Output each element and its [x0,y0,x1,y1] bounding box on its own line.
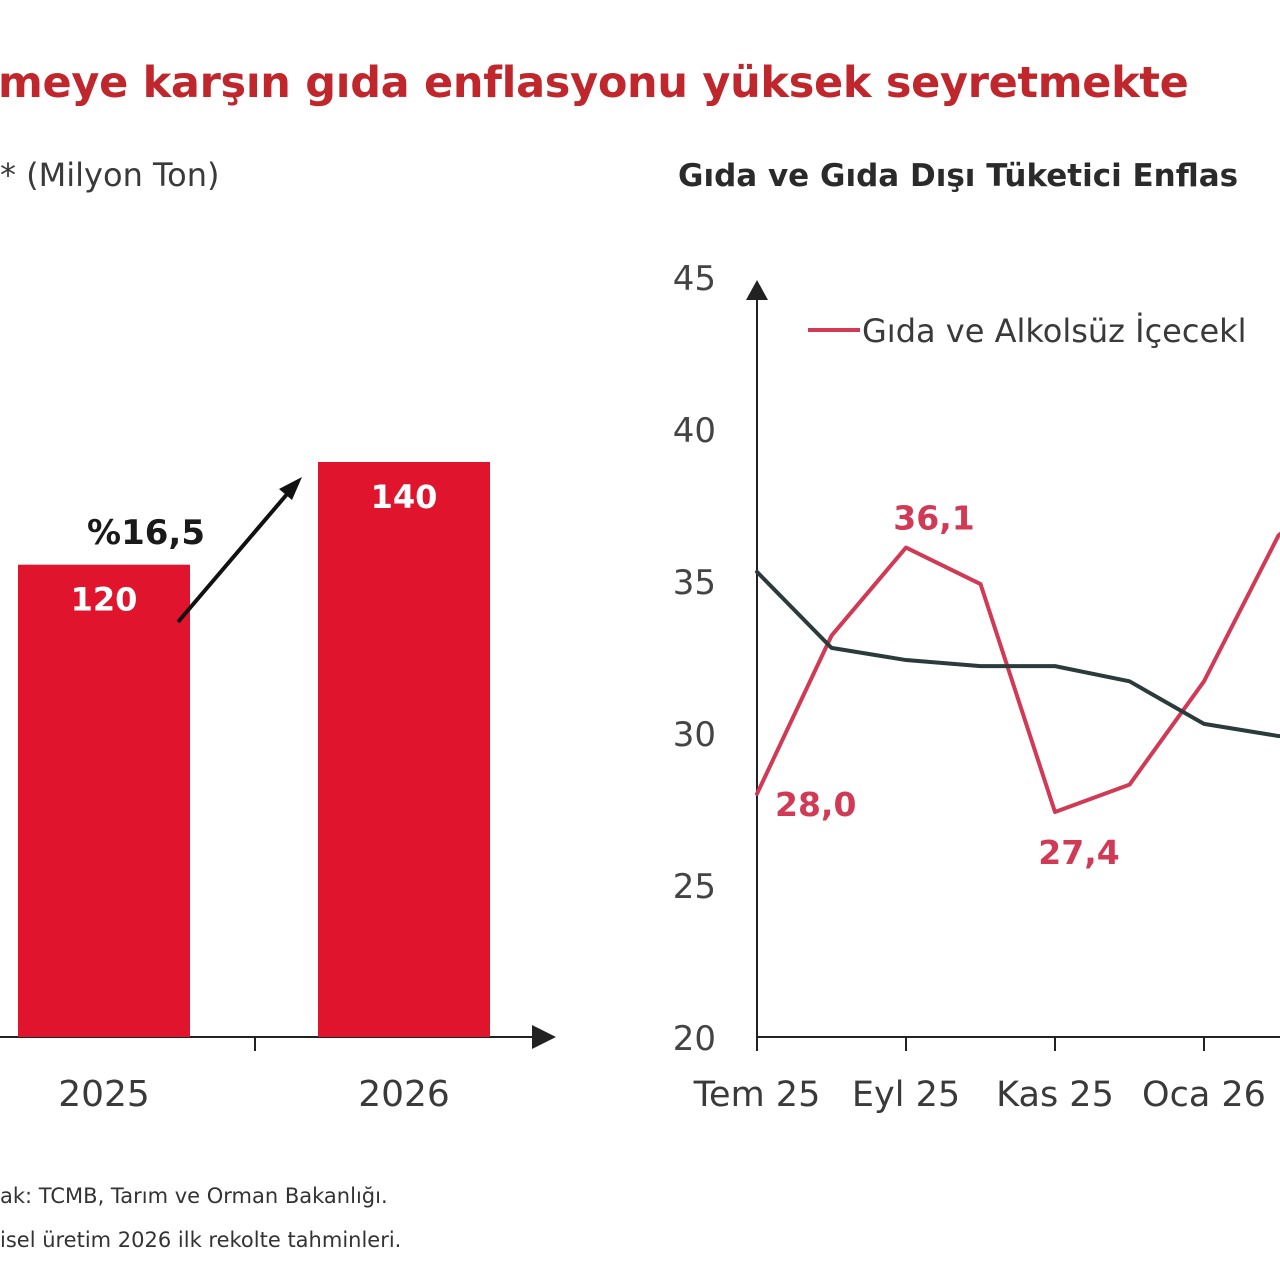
growth-arrow-line [176,491,290,624]
y-tick-label: 35 [673,563,716,603]
data-label: 28,0 [775,785,856,824]
y-tick-label: 45 [673,259,716,299]
bar-value-label: 140 [371,478,438,516]
x-tick-label: 2025 [58,1074,150,1115]
legend-label: Gıda ve Alkolsüz İçecekl [862,312,1247,350]
growth-arrow-head [279,477,302,500]
bar [318,462,490,1037]
data-label: 27,4 [1038,833,1119,872]
x-tick-label: 2026 [358,1074,450,1115]
nonfood-series-line [755,569,1280,739]
page-title: meye karşın gıda enflasyonu yüksek seyre… [0,58,1189,108]
y-tick-label: 20 [673,1019,716,1059]
x-tick-label: Tem 25 [693,1075,821,1115]
food-series-line [755,531,1280,815]
y-tick-label: 40 [673,411,716,451]
right-chart-subtitle: Gıda ve Gıda Dışı Tüketici Enflas [678,158,1239,194]
bar-chart: 120 2025 140 2026 %16,5 [0,462,556,1115]
growth-annotation: %16,5 [87,513,205,553]
y-axis-arrow [746,280,768,300]
x-tick-label: Eyl 25 [852,1075,960,1115]
y-tick-label: 25 [673,867,716,907]
x-tick-label: Kas 25 [996,1075,1114,1115]
bar-value-label: 120 [71,581,138,619]
x-axis-arrow [532,1025,556,1049]
left-chart-subtitle: * (Milyon Ton) [0,156,220,194]
x-tick-label: Oca 26 [1142,1075,1266,1115]
data-label: 36,1 [893,499,974,538]
line-chart: 20 25 30 35 40 45 Tem 25 Eyl 25 Kas 25 Oca 26 28,0… [673,259,1280,1115]
bar [18,564,190,1037]
estimate-footnote: isel üretim 2026 ilk rekolte tahminleri. [0,1228,402,1252]
source-footnote: ak: TCMB, Tarım ve Orman Bakanlığı. [0,1184,388,1208]
y-tick-label: 30 [673,715,716,755]
